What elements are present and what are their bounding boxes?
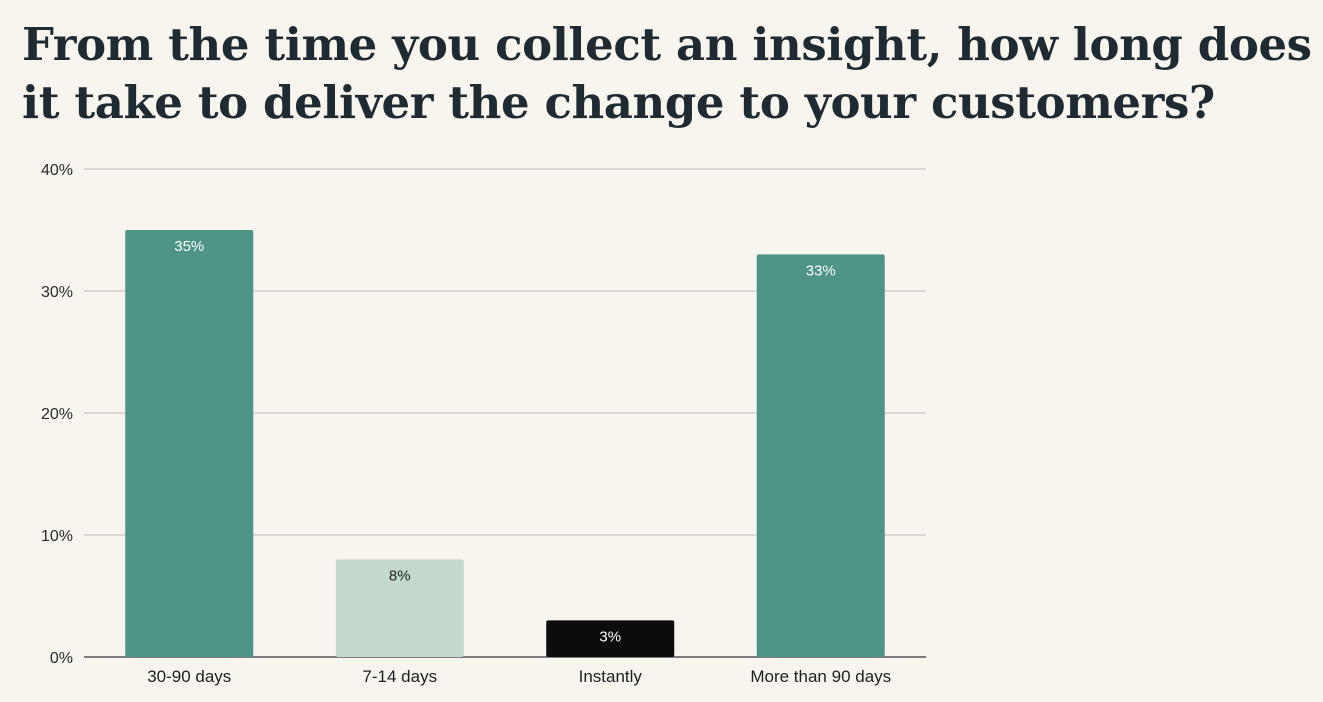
bars xyxy=(125,230,885,657)
bar xyxy=(756,254,885,657)
x-category-label: 7-14 days xyxy=(362,667,437,686)
data-labels: 35% 8% 3% 33% xyxy=(174,238,836,645)
y-tick-label: 10% xyxy=(41,528,73,545)
data-label: 33% xyxy=(806,262,836,279)
y-tick-label: 20% xyxy=(41,406,73,423)
data-label: 8% xyxy=(389,567,411,584)
y-tick-label: 40% xyxy=(41,162,73,179)
bar xyxy=(125,230,254,657)
bar xyxy=(546,620,675,657)
chart-title: From the time you collect an insight, ho… xyxy=(22,18,1312,129)
x-category-label: 30-90 days xyxy=(147,667,231,686)
y-tick-label: 0% xyxy=(50,650,73,667)
bar xyxy=(335,559,464,657)
x-category-label: More than 90 days xyxy=(750,667,891,686)
data-label: 3% xyxy=(599,628,621,645)
y-axis-ticks: 0% 10% 20% 30% 40% xyxy=(41,162,73,667)
x-axis-categories: 30-90 days 7-14 days Instantly More than 90… xyxy=(147,667,891,686)
x-category-label: Instantly xyxy=(579,667,643,686)
data-label: 35% xyxy=(174,238,204,255)
y-tick-label: 30% xyxy=(41,284,73,301)
